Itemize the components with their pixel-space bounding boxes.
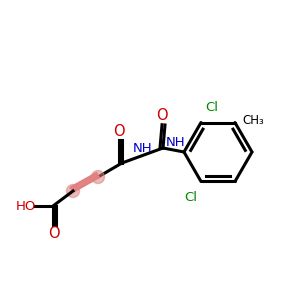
- Text: O: O: [156, 109, 168, 124]
- Text: NH: NH: [166, 136, 185, 149]
- Text: CH₃: CH₃: [242, 114, 264, 127]
- Circle shape: [67, 184, 80, 197]
- Circle shape: [92, 170, 104, 184]
- Text: HO: HO: [16, 200, 36, 212]
- Text: Cl: Cl: [184, 191, 197, 204]
- Text: Cl: Cl: [205, 100, 218, 114]
- Text: NH: NH: [133, 142, 152, 155]
- Text: O: O: [113, 124, 125, 139]
- Text: O: O: [48, 226, 60, 241]
